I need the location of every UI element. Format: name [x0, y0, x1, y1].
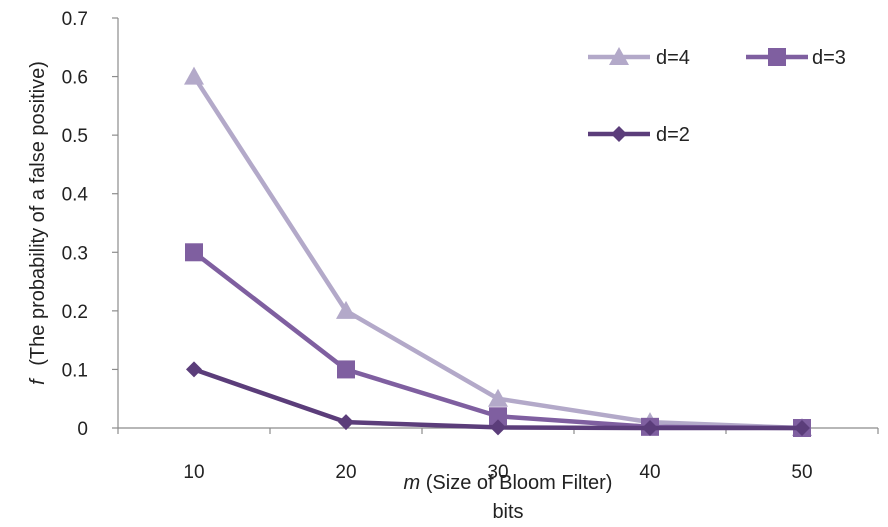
series-d=3	[185, 243, 811, 437]
y-tick-label: 0	[77, 419, 88, 440]
x-ticks: 10 20 30 40 50	[117, 428, 879, 483]
x-axis-title: m (Size of Bloom Filter)	[404, 472, 613, 494]
legend-item-d=4: d=4	[588, 47, 690, 69]
x-axis-title-line2: bits	[492, 501, 523, 523]
y-ticks: 0 0.1 0.2 0.3 0.4 0.5 0.6 0.7	[62, 9, 118, 440]
x-tick-label: 30	[487, 462, 508, 483]
legend-label: d=2	[656, 124, 690, 146]
y-tick-label: 0.2	[62, 302, 88, 323]
legend-marker-square	[768, 48, 786, 66]
y-tick-label: 0.3	[62, 243, 88, 264]
y-tick-label: 0.4	[62, 185, 89, 206]
x-tick-label: 20	[335, 462, 356, 483]
legend-label: d=4	[656, 47, 690, 69]
y-tick-label: 0.7	[62, 9, 88, 30]
legend: d=4 d=3 d=2	[588, 47, 846, 146]
series-layer	[184, 66, 812, 437]
axes	[117, 18, 878, 429]
y-axis-title-main: (The probability of a false positive)	[27, 61, 49, 366]
series-line	[191, 74, 805, 431]
x-tick-label: 10	[183, 462, 204, 483]
data-point-triangle	[488, 388, 508, 407]
data-point-square	[337, 360, 355, 379]
legend-marker-triangle	[609, 47, 629, 65]
y-tick-label: 0.1	[62, 360, 88, 381]
data-point-triangle	[336, 300, 356, 319]
data-point-diamond	[338, 414, 354, 431]
x-axis-title-main: (Size of Bloom Filter)	[420, 472, 612, 494]
data-point-triangle	[184, 66, 204, 85]
legend-item-d=3: d=3	[746, 47, 846, 69]
legend-label: d=3	[812, 47, 846, 69]
y-tick-label: 0.6	[62, 68, 88, 89]
data-point-diamond	[186, 361, 202, 378]
data-point-square	[185, 243, 203, 262]
x-axis-title-italic: m	[404, 472, 421, 494]
data-point-square	[489, 407, 507, 426]
data-point-diamond	[794, 420, 810, 436]
legend-item-d=2: d=2	[588, 124, 690, 146]
y-axis-title: f (The probability of a false positive)	[27, 61, 49, 385]
y-tick-label: 0.5	[62, 126, 88, 147]
series-d=2	[186, 361, 810, 436]
series-d=4	[184, 66, 812, 436]
legend-marker-diamond	[611, 126, 627, 142]
x-tick-label: 50	[791, 462, 812, 483]
data-point-diamond	[642, 420, 658, 436]
data-point-diamond	[490, 419, 506, 436]
y-axis-title-italic: f	[27, 377, 49, 385]
x-tick-label: 40	[639, 462, 660, 483]
